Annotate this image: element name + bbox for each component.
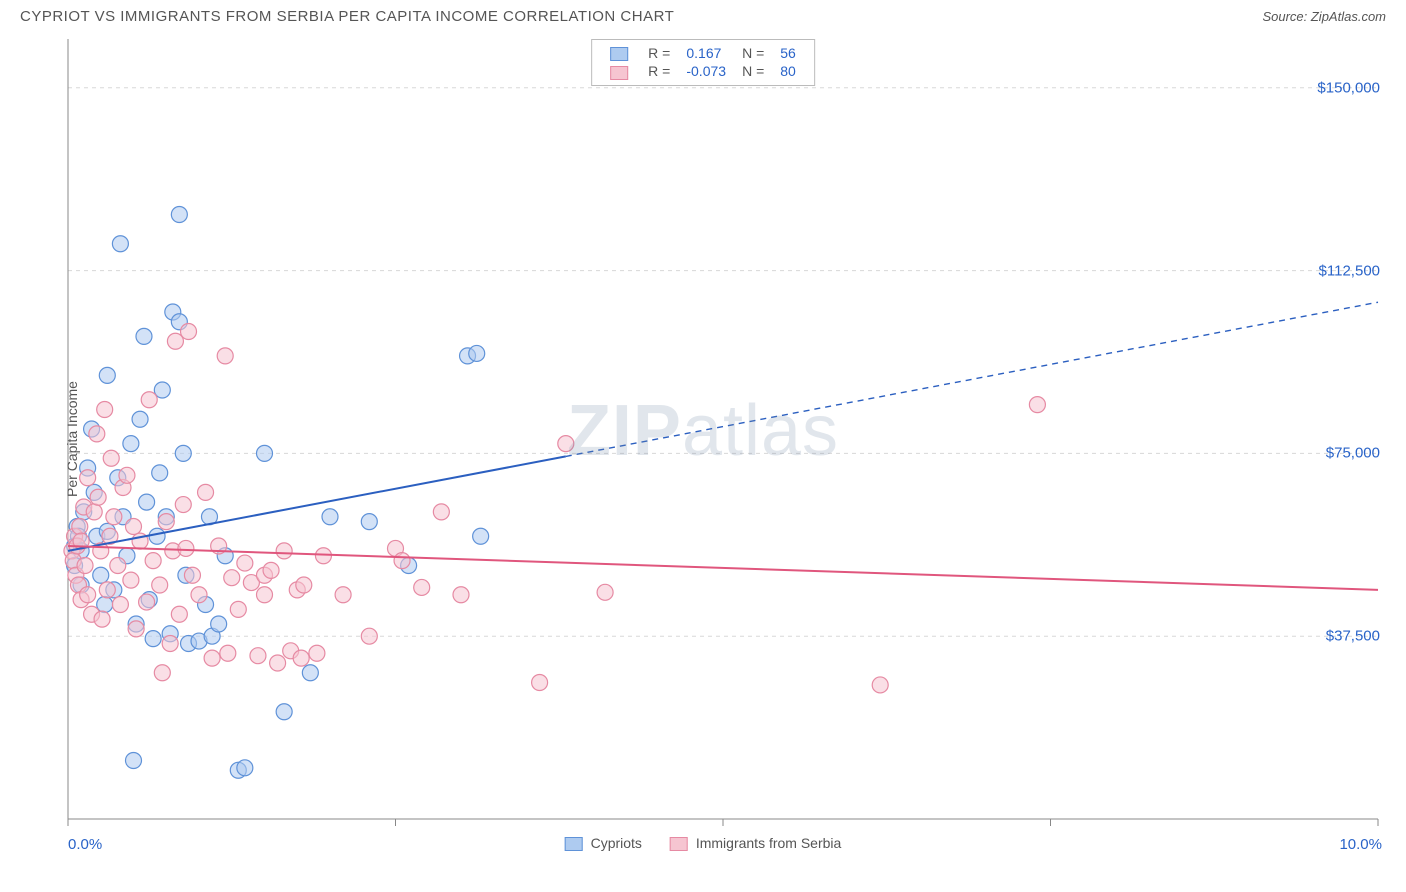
chart-container: Per Capita Income ZIPatlas R = 0.167 N =… [20, 29, 1386, 849]
legend-row-cypriots: R = 0.167 N = 56 [602, 44, 804, 62]
chart-header: CYPRIOT VS IMMIGRANTS FROM SERBIA PER CA… [0, 0, 1406, 29]
r-value-serbia: -0.073 [678, 62, 734, 80]
legend-item-serbia: Immigrants from Serbia [670, 835, 841, 851]
y-tick-label: $75,000 [1326, 445, 1380, 462]
swatch-serbia-icon [610, 66, 628, 80]
y-tick-label: $150,000 [1317, 79, 1380, 96]
swatch-serbia-icon [670, 837, 688, 851]
swatch-cypriots-icon [565, 837, 583, 851]
y-tick-label: $112,500 [1319, 262, 1380, 279]
correlation-legend: R = 0.167 N = 56 R = -0.073 N = 80 [591, 39, 815, 86]
n-value-serbia: 80 [772, 62, 804, 80]
n-value-cypriots: 56 [772, 44, 804, 62]
y-axis-label: Per Capita Income [64, 381, 80, 497]
legend-row-serbia: R = -0.073 N = 80 [602, 62, 804, 80]
series-legend: Cypriots Immigrants from Serbia [565, 835, 842, 851]
legend-item-cypriots: Cypriots [565, 835, 642, 851]
chart-title: CYPRIOT VS IMMIGRANTS FROM SERBIA PER CA… [20, 8, 674, 25]
y-tick-label: $37,500 [1326, 628, 1380, 645]
chart-source: Source: ZipAtlas.com [1262, 9, 1386, 24]
scatter-plot [20, 29, 1386, 849]
r-value-cypriots: 0.167 [678, 44, 734, 62]
swatch-cypriots-icon [610, 47, 628, 61]
